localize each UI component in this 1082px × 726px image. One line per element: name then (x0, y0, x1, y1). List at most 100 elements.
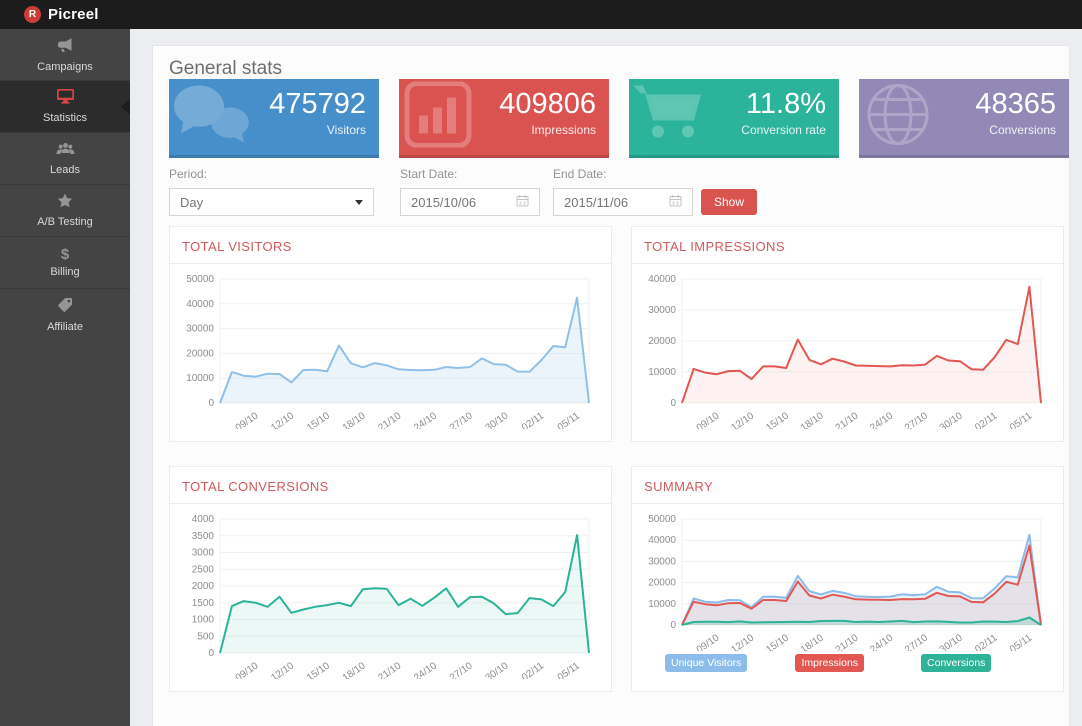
period-selected-value: Day (180, 194, 204, 210)
svg-text:27/10: 27/10 (903, 410, 930, 429)
legend-impressions[interactable]: Impressions (795, 654, 865, 672)
svg-text:30000: 30000 (648, 556, 676, 567)
stat-value: 475792 (269, 88, 366, 120)
sidebar-item-label: A/B Testing (37, 216, 93, 228)
sidebar-item-label: Billing (50, 266, 80, 278)
conversion-rate-stat-card: 11.8% Conversion rate (629, 79, 839, 158)
divider (170, 503, 611, 504)
svg-text:30/10: 30/10 (938, 632, 965, 651)
svg-text:02/11: 02/11 (973, 410, 1000, 429)
svg-text:24/10: 24/10 (868, 632, 895, 651)
sidebar-item-affiliate[interactable]: Affiliate (0, 289, 130, 341)
start-date-label: Start Date: (400, 167, 458, 181)
tag-icon (57, 297, 73, 318)
sidebar-item-label: Statistics (42, 112, 87, 124)
divider (632, 503, 1063, 504)
main-panel: General stats 475792 Visitors 409806 Imp… (152, 45, 1070, 726)
page-title: General stats (169, 58, 282, 79)
chart-title: TOTAL VISITORS (182, 239, 292, 254)
svg-text:21/10: 21/10 (834, 632, 861, 651)
period-label: Period: (169, 167, 208, 181)
svg-text:09/10: 09/10 (234, 410, 261, 429)
start-date-group: Start Date: 2015/10/06 (400, 167, 540, 216)
stat-label: Conversions (989, 123, 1056, 137)
svg-text:24/10: 24/10 (412, 410, 439, 429)
monitor-icon (56, 89, 74, 109)
svg-text:02/11: 02/11 (973, 632, 1000, 651)
stat-label: Visitors (326, 123, 366, 137)
dollar-icon: $ (60, 246, 70, 263)
svg-text:0: 0 (208, 398, 214, 409)
visitors-stat-card: 475792 Visitors (169, 79, 379, 158)
svg-text:12/10: 12/10 (269, 410, 296, 429)
svg-text:40000: 40000 (648, 535, 676, 546)
divider (170, 263, 611, 264)
calendar-icon (516, 194, 529, 210)
svg-text:20000: 20000 (648, 578, 676, 589)
start-date-value: 2015/10/06 (411, 194, 477, 210)
svg-text:30/10: 30/10 (484, 410, 511, 429)
brand-name: Picreel (48, 6, 99, 23)
sidebar-item-leads[interactable]: Leads (0, 133, 130, 185)
svg-text:15/10: 15/10 (764, 632, 791, 651)
svg-text:30000: 30000 (648, 305, 676, 316)
sidebar-item-statistics[interactable]: Statistics (0, 81, 130, 133)
svg-text:2000: 2000 (192, 581, 215, 592)
svg-text:20000: 20000 (186, 348, 214, 359)
stat-value: 409806 (499, 88, 596, 120)
sidebar-item-billing[interactable]: $ Billing (0, 237, 130, 289)
summary-panel: SUMMARY 0 10000 20000 30000 40000 50000 09/10 1… (631, 466, 1064, 692)
svg-text:0: 0 (208, 648, 214, 659)
svg-text:2500: 2500 (192, 564, 215, 575)
topbar: R Picreel (0, 0, 1082, 29)
svg-text:24/10: 24/10 (868, 410, 895, 429)
svg-text:27/10: 27/10 (448, 410, 475, 429)
sidebar: Campaigns Statistics Leads A/B Testing $… (0, 29, 130, 726)
legend-unique-visitors[interactable]: Unique Visitors (665, 654, 748, 672)
period-select[interactable]: Day (169, 188, 374, 216)
total-conversions-panel: TOTAL CONVERSIONS 0 500 1000 1500 2000 2500 30… (169, 466, 612, 692)
svg-text:05/11: 05/11 (1008, 632, 1035, 651)
svg-text:12/10: 12/10 (269, 660, 296, 679)
impressions-chart: 0 10000 20000 30000 40000 09/10 12/10 15/10 18/1… (648, 274, 1042, 429)
svg-text:10000: 10000 (186, 373, 214, 384)
svg-text:15/10: 15/10 (305, 410, 332, 429)
svg-text:1000: 1000 (192, 615, 215, 626)
megaphone-icon (56, 37, 74, 58)
calendar-icon (669, 194, 682, 210)
svg-text:0: 0 (670, 620, 676, 631)
svg-text:18/10: 18/10 (341, 660, 368, 679)
sidebar-item-campaigns[interactable]: Campaigns (0, 29, 130, 81)
start-date-input[interactable]: 2015/10/06 (400, 188, 540, 216)
svg-text:40000: 40000 (648, 274, 676, 285)
svg-text:30/10: 30/10 (484, 660, 511, 679)
globe-icon (861, 80, 935, 155)
total-visitors-panel: TOTAL VISITORS 0 10000 20000 30000 40000 5000… (169, 226, 612, 442)
svg-text:12/10: 12/10 (729, 632, 756, 651)
svg-text:30/10: 30/10 (938, 410, 965, 429)
svg-text:4000: 4000 (192, 514, 215, 525)
end-date-group: End Date: 2015/11/06 (553, 167, 693, 216)
chart-title: TOTAL CONVERSIONS (182, 479, 329, 494)
show-button[interactable]: Show (701, 189, 758, 215)
chevron-down-icon (355, 199, 363, 205)
sidebar-item-label: Campaigns (37, 60, 93, 73)
users-icon (56, 142, 75, 161)
chart-title: TOTAL IMPRESSIONS (644, 239, 785, 254)
legend-conversions[interactable]: Conversions (921, 654, 992, 672)
end-date-label: End Date: (553, 167, 607, 181)
svg-text:09/10: 09/10 (695, 632, 722, 651)
sidebar-item-ab-testing[interactable]: A/B Testing (0, 185, 130, 237)
svg-text:21/10: 21/10 (376, 660, 403, 679)
svg-text:09/10: 09/10 (234, 660, 261, 679)
svg-text:1500: 1500 (192, 598, 215, 609)
stat-value: 11.8% (745, 88, 826, 120)
stat-label: Conversion rate (741, 123, 826, 137)
svg-text:0: 0 (670, 398, 676, 409)
conversions-stat-card: 48365 Conversions (859, 79, 1069, 158)
svg-text:15/10: 15/10 (764, 410, 791, 429)
svg-text:27/10: 27/10 (903, 632, 930, 651)
svg-text:05/11: 05/11 (1008, 410, 1035, 429)
svg-text:02/11: 02/11 (520, 660, 547, 679)
end-date-input[interactable]: 2015/11/06 (553, 188, 693, 216)
